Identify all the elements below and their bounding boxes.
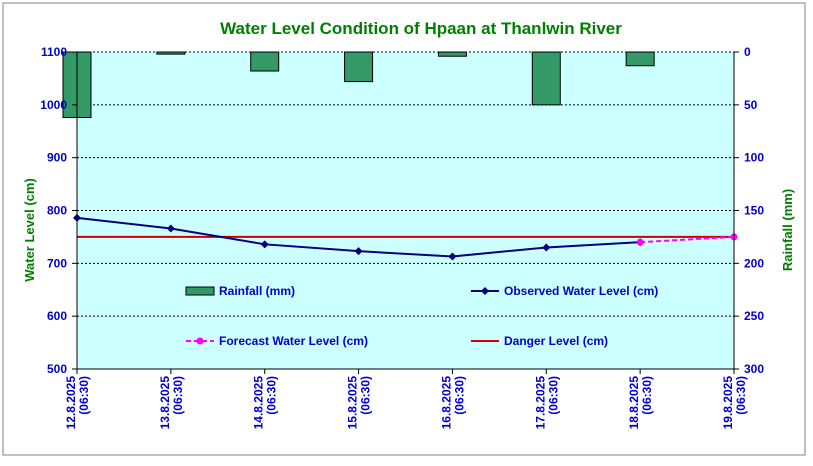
x-tick-label: 18.8.2025(06:30) (627, 376, 654, 430)
observed-point (260, 240, 269, 249)
y2-tick-label: 200 (744, 256, 764, 270)
x-tick-label: 13.8.2025(06:30) (158, 376, 185, 430)
y-tick-label: 800 (47, 204, 67, 218)
y-axis-title: Water Level (cm) (22, 178, 37, 282)
y-tick-label: 500 (47, 362, 67, 376)
y-tick-label: 600 (47, 309, 67, 323)
x-tick-label: 15.8.2025(06:30) (346, 376, 373, 430)
observed-point (448, 252, 457, 261)
x-tick-label: 14.8.2025(06:30) (252, 376, 279, 430)
y-tick-label: 900 (47, 151, 67, 165)
legend-swatch-rainfall (185, 286, 215, 296)
x-tick-label: 19.8.2025(06:30) (721, 376, 748, 430)
legend-label: Forecast Water Level (cm) (219, 334, 368, 348)
x-tick-label: 16.8.2025(06:30) (439, 376, 466, 430)
legend-marker-forecast (196, 337, 204, 345)
chart-title: Water Level Condition of Hpaan at Thanlw… (220, 19, 622, 38)
rainfall-bar (156, 51, 186, 55)
rainfall-bar (344, 51, 374, 83)
x-tick-label: 17.8.2025(06:30) (533, 376, 560, 430)
forecast-point (636, 238, 644, 246)
y-tick-label: 1100 (41, 45, 67, 59)
legend-label: Observed Water Level (cm) (504, 284, 658, 298)
observed-point (354, 247, 363, 256)
observed-point (542, 243, 551, 252)
rainfall-bar (531, 51, 561, 106)
y2-axis-title: Rainfall (mm) (780, 189, 795, 271)
y-tick-label: 700 (47, 256, 67, 270)
rainfall-bar (250, 51, 280, 72)
y2-tick-label: 150 (744, 204, 764, 218)
y2-tick-label: 300 (744, 362, 764, 376)
observed-point (166, 224, 175, 233)
legend-label: Rainfall (mm) (219, 284, 295, 298)
y2-tick-label: 250 (744, 309, 764, 323)
y2-tick-label: 100 (744, 151, 764, 165)
y2-tick-label: 0 (744, 45, 751, 59)
legend-marker-observed (481, 287, 489, 295)
rainfall-bar (625, 51, 655, 67)
rainfall-bar (437, 51, 467, 57)
y-tick-label: 1000 (40, 98, 67, 112)
y2-tick-label: 50 (744, 98, 758, 112)
x-tick-label: 12.8.2025(06:30) (64, 376, 91, 430)
legend-label: Danger Level (cm) (504, 334, 608, 348)
